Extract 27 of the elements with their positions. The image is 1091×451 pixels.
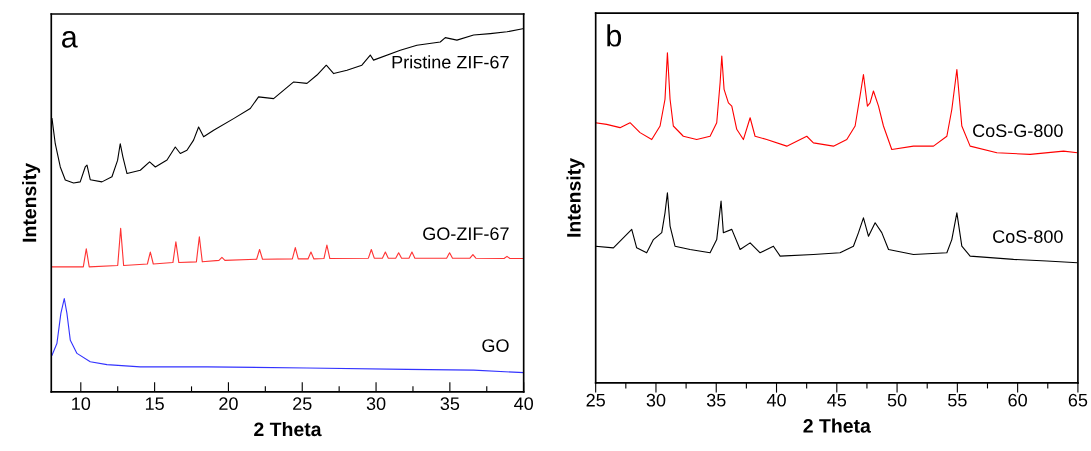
x-tick-label: 10 <box>72 397 91 411</box>
x-tick-label: 30 <box>366 397 386 411</box>
x-tick-label: 45 <box>827 393 847 407</box>
x-tick-label: 35 <box>440 397 460 411</box>
x-tick-label: 65 <box>1068 393 1088 407</box>
chart-title: a <box>62 31 78 48</box>
series-label: Pristine ZIF-67 <box>392 55 509 69</box>
x-tick-label: 15 <box>145 397 164 411</box>
x-tick-label: 40 <box>514 397 534 411</box>
x-tick-label: 55 <box>948 393 967 407</box>
x-tick-label: 35 <box>706 393 726 407</box>
y-axis-title: Intensity <box>566 158 585 237</box>
x-tick-label: 25 <box>293 397 312 411</box>
x-tick-label: 60 <box>1008 393 1027 407</box>
x-tick-label: 40 <box>766 393 786 407</box>
y-axis-title: Intensity <box>22 163 41 242</box>
x-tick-label: 50 <box>887 393 907 407</box>
x-tick-label: 25 <box>586 393 605 407</box>
chart-title: b <box>607 24 622 47</box>
series-label: CoS-800 <box>993 230 1063 243</box>
series-label: GO <box>482 339 509 352</box>
series-label: GO-ZIF-67 <box>423 227 509 241</box>
x-axis-title: 2 Theta <box>254 421 322 437</box>
series-label: CoS-G-800 <box>973 124 1063 138</box>
x-tick-label: 30 <box>646 393 666 407</box>
x-tick-label: 20 <box>219 397 238 411</box>
x-axis-title: 2 Theta <box>803 418 871 433</box>
